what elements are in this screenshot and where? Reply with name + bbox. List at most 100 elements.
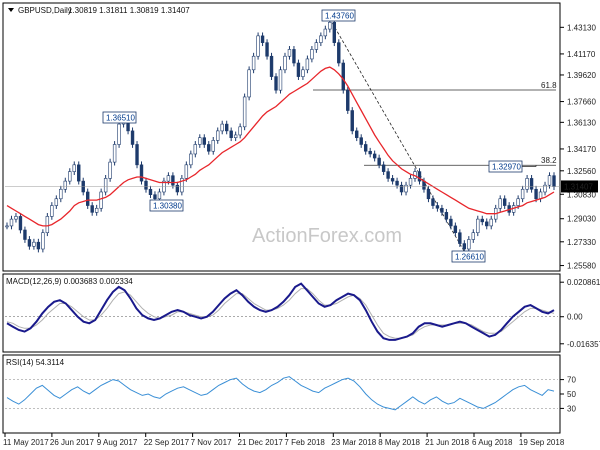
fib-levels: 61.8 38.2	[313, 81, 557, 166]
candle-body	[292, 49, 296, 64]
candle-body	[395, 180, 399, 186]
date-tick-label: 21 Dec 2017	[238, 438, 284, 447]
point-label-box	[149, 199, 184, 212]
point-label-text: 1.32970	[492, 163, 521, 172]
candle-body	[444, 212, 449, 220]
moving-average-line	[6, 66, 555, 227]
candle-body	[251, 55, 256, 71]
point-label-box	[321, 9, 356, 22]
candle-body	[108, 161, 112, 179]
candle-body	[207, 144, 211, 152]
candle-body	[529, 178, 534, 190]
candle-body	[543, 184, 547, 193]
price-tick-label: 1.27330	[567, 238, 596, 247]
candle-body	[220, 123, 224, 132]
candle-body	[404, 184, 408, 193]
price-tick-label: 1.34170	[567, 145, 596, 154]
candle-body	[435, 205, 440, 209]
candle-body	[41, 232, 45, 250]
candle-body	[193, 144, 198, 155]
point-label-box	[451, 250, 486, 263]
candle-body	[180, 178, 184, 193]
candle-body	[50, 205, 54, 217]
candle-body	[238, 126, 242, 136]
ohlc-header: 1.30819 1.31811 1.30819 1.31407	[68, 6, 190, 15]
point-label-text: 1.43760	[325, 12, 354, 21]
rsi-line	[6, 376, 555, 411]
rsi-tick-label: 30	[567, 404, 576, 413]
candle-body	[449, 218, 453, 227]
candle-body	[355, 130, 359, 138]
price-tick-label: 1.41170	[567, 50, 596, 59]
date-tick-label: 9 Aug 2017	[97, 438, 138, 447]
candle-body	[381, 164, 386, 172]
candle-body	[144, 180, 148, 190]
candle-body	[45, 216, 50, 234]
rsi-panel	[2, 354, 561, 434]
candle-body	[99, 191, 103, 209]
candle-body	[390, 178, 395, 182]
candle-body	[534, 188, 538, 200]
date-tick-label: 19 Sep 2018	[519, 438, 565, 447]
candle-body	[233, 134, 238, 138]
candle-body	[189, 153, 193, 166]
candle-body	[462, 243, 467, 250]
macd-main-line	[6, 282, 555, 341]
candle-body	[476, 218, 480, 234]
date-tick-label: 21 Jun 2018	[425, 438, 470, 447]
candle-body	[458, 232, 462, 244]
candle-body	[314, 42, 319, 50]
candle-body	[90, 205, 94, 213]
candle-body	[211, 140, 215, 152]
price-tick-label: 1.32560	[567, 167, 596, 176]
candle-body	[552, 175, 556, 187]
candle-body	[18, 216, 23, 231]
rsi-tick-label: 50	[567, 390, 576, 399]
price-tick-label: 1.37660	[567, 98, 596, 107]
candle-body	[202, 137, 206, 145]
current-price-marker: 1.31407	[5, 180, 598, 193]
candle-body	[287, 49, 292, 57]
macd-lines	[6, 282, 555, 341]
candle-body	[489, 218, 493, 227]
candle-body	[328, 21, 332, 30]
macd-tick-label: -0.016357	[567, 340, 600, 349]
date-tick-label: 6 Aug 2018	[472, 438, 513, 447]
rsi-title: RSI(14) 54.3114	[6, 358, 65, 367]
candle-body	[265, 42, 269, 57]
candle-body	[417, 171, 422, 182]
candle-body	[63, 180, 67, 190]
candle-body	[408, 178, 413, 186]
instrument-title: GBPUSD,Daily	[18, 6, 72, 15]
point-label-text: 1.30380	[153, 202, 182, 211]
price-point-labels: 1.43760 1.36510 1.30380 1.32970 1.26610	[102, 9, 537, 263]
candle-body	[431, 198, 435, 206]
candle-body	[269, 55, 274, 77]
candle-body	[502, 198, 507, 206]
candle-body	[184, 164, 189, 179]
candle-body	[350, 110, 354, 132]
candle-body	[5, 225, 9, 228]
candle-body	[440, 207, 444, 213]
candle-body	[296, 62, 301, 77]
price-tick-label: 1.43130	[567, 23, 596, 32]
candle-body	[363, 144, 368, 152]
candle-body	[467, 239, 471, 250]
candle-body	[175, 184, 180, 193]
candle-body	[216, 130, 220, 141]
price-candles	[5, 18, 556, 253]
candle-body	[247, 69, 251, 98]
candle-body	[305, 58, 310, 71]
price-tick-label: 1.25580	[567, 262, 596, 271]
candle-body	[94, 207, 99, 213]
macd-title: MACD(12,26,9) 0.003683 0.002334	[6, 277, 133, 286]
candle-body	[310, 49, 314, 60]
candle-body	[399, 184, 404, 193]
candle-body	[301, 69, 305, 77]
price-tick-label: 1.30830	[567, 190, 596, 199]
candle-body	[256, 35, 260, 57]
candle-body	[547, 175, 552, 186]
fib-level-label: 38.2	[541, 156, 557, 165]
candle-body	[14, 216, 18, 220]
candle-body	[323, 28, 328, 37]
